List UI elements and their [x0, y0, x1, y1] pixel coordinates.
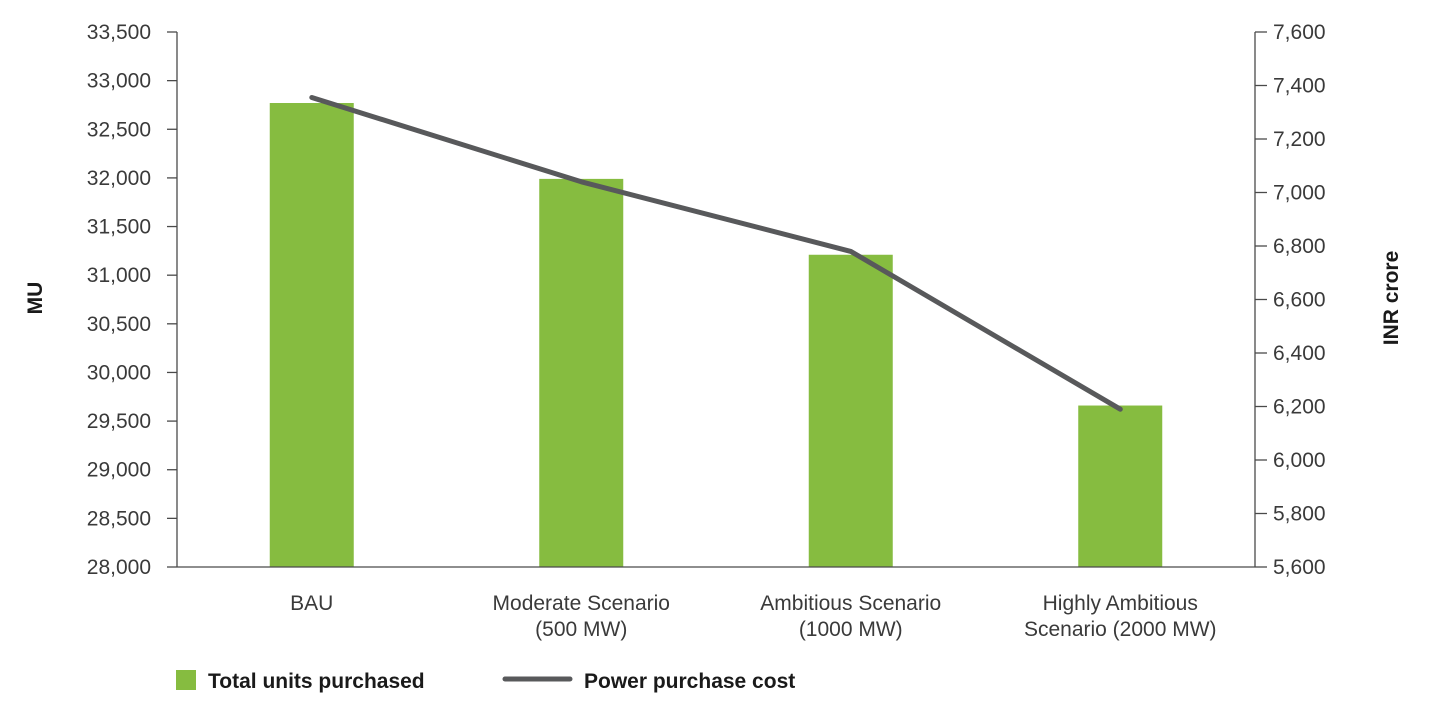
bar — [269, 103, 354, 567]
left-tick-label: 28,500 — [87, 507, 151, 530]
category-label: Ambitious Scenario (1000 MW) — [760, 592, 941, 641]
left-tick-label: 33,000 — [87, 70, 151, 93]
left-tick-label: 28,000 — [87, 556, 151, 579]
left-axis-title: MU — [24, 282, 47, 315]
category-label: Highly Ambitious Scenario (2000 MW) — [1024, 592, 1217, 641]
left-tick-label: 33,500 — [87, 21, 151, 44]
left-tick-label: 30,500 — [87, 313, 151, 336]
category-label-line: BAU — [290, 592, 333, 615]
right-tick-label: 7,400 — [1273, 75, 1326, 98]
left-axis-ticks: 28,000 28,500 29,000 29,500 30,000 30,500 31,0… — [87, 21, 177, 579]
category-label-line: Highly Ambitious — [1043, 592, 1198, 615]
category-label-line: Ambitious Scenario — [760, 592, 941, 615]
left-tick-label: 29,500 — [87, 410, 151, 433]
bar — [539, 178, 624, 567]
right-tick-label: 5,800 — [1273, 503, 1326, 526]
left-tick-label: 31,000 — [87, 264, 151, 287]
left-tick-label: 32,500 — [87, 118, 151, 141]
category-label-line: (1000 MW) — [799, 618, 903, 641]
right-axis-ticks: 5,600 5,800 6,000 6,200 6,400 6,600 6,800 7,000… — [1255, 21, 1326, 579]
right-tick-label: 6,000 — [1273, 449, 1326, 472]
right-tick-label: 7,600 — [1273, 21, 1326, 44]
bar-series — [269, 103, 1163, 567]
right-tick-label: 6,800 — [1273, 235, 1326, 258]
line-series — [309, 95, 1123, 412]
category-label-line: (500 MW) — [535, 618, 627, 641]
axes — [176, 32, 1256, 568]
legend-label-bars: Total units purchased — [208, 670, 425, 693]
category-label: BAU — [290, 592, 333, 615]
right-tick-label: 6,400 — [1273, 342, 1326, 365]
left-tick-label: 29,000 — [87, 459, 151, 482]
legend-label-line: Power purchase cost — [584, 670, 795, 693]
left-tick-label: 32,000 — [87, 167, 151, 190]
right-tick-label: 6,600 — [1273, 289, 1326, 312]
left-tick-label: 30,000 — [87, 361, 151, 384]
category-label: Moderate Scenario (500 MW) — [493, 592, 670, 641]
power-cost-line — [309, 95, 1123, 412]
category-label-line: Scenario (2000 MW) — [1024, 618, 1217, 641]
category-labels: BAU Moderate Scenario (500 MW) Ambitious Sc… — [290, 592, 1216, 641]
right-tick-label: 6,200 — [1273, 396, 1326, 419]
left-tick-label: 31,500 — [87, 216, 151, 239]
legend-bar-swatch — [176, 670, 196, 690]
right-axis-title: INR crore — [1380, 251, 1403, 346]
bar — [1078, 405, 1163, 567]
right-tick-label: 7,200 — [1273, 128, 1326, 151]
right-tick-label: 7,000 — [1273, 182, 1326, 205]
legend: Total units purchased Power purchase cos… — [176, 670, 795, 693]
bar — [808, 254, 893, 567]
right-tick-label: 5,600 — [1273, 556, 1326, 579]
category-label-line: Moderate Scenario — [493, 592, 670, 615]
